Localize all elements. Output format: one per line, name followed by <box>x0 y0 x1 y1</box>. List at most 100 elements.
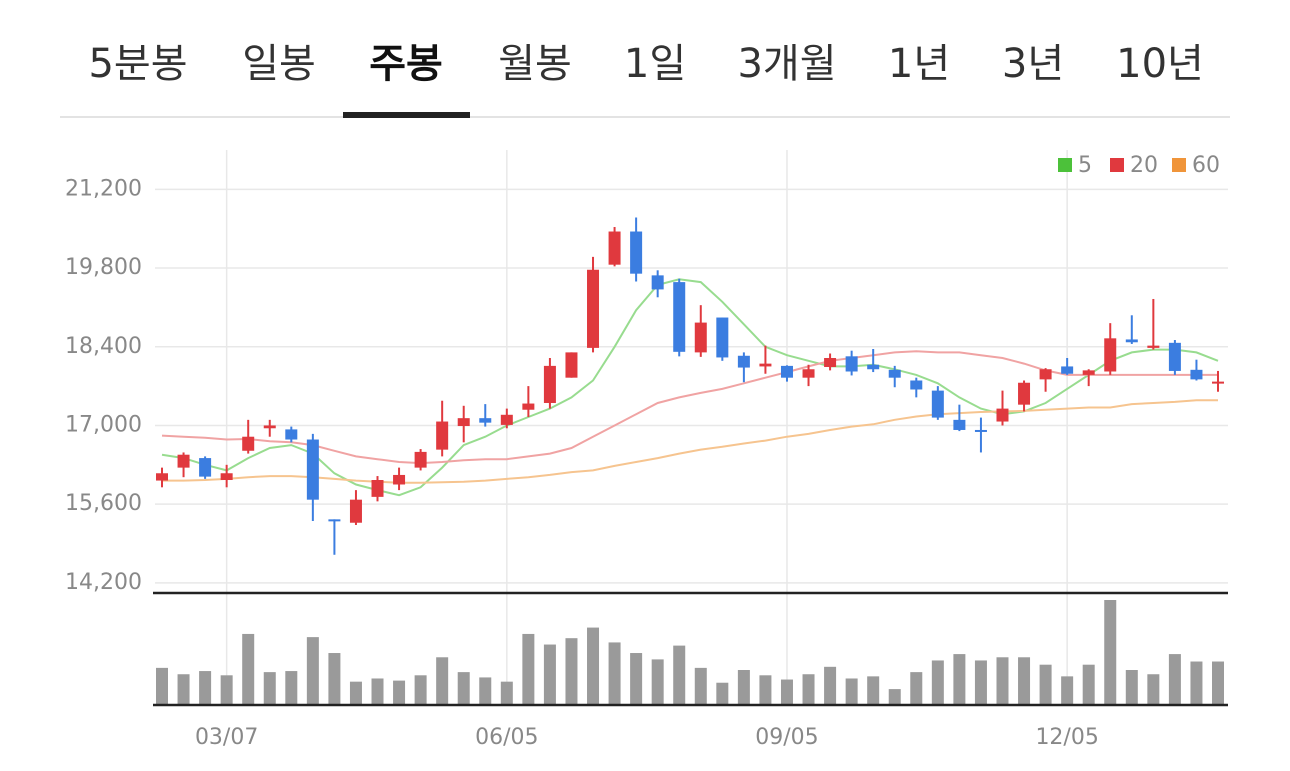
volume-bar <box>587 627 600 705</box>
volume-bar <box>1190 661 1203 705</box>
volume-bar <box>242 633 255 705</box>
candle-body <box>630 231 643 274</box>
volume-bar <box>953 654 966 705</box>
volume-bar <box>888 689 901 705</box>
tab[interactable]: 월봉 <box>498 41 572 87</box>
volume-bar <box>759 675 772 705</box>
x-tick-label: 12/05 <box>1035 725 1098 750</box>
y-tick-label: 18,400 <box>65 334 142 359</box>
volume-bar <box>371 678 384 705</box>
volume-bar <box>328 653 341 705</box>
candle-body <box>996 408 1009 422</box>
volume-bar <box>1125 670 1138 705</box>
candle-body <box>285 429 298 440</box>
volume-bar <box>694 667 707 705</box>
candle-body <box>436 421 449 450</box>
volume-bar <box>1061 676 1074 705</box>
tab[interactable]: 3년 <box>1002 41 1064 87</box>
candle-body <box>199 458 212 477</box>
candle-body <box>716 317 729 358</box>
tab[interactable]: 10년 <box>1116 41 1204 87</box>
candle-body <box>220 473 233 481</box>
volume-bar <box>414 675 427 705</box>
x-tick-label: 03/07 <box>195 725 258 750</box>
legend-label: 20 <box>1130 153 1158 178</box>
candle-body <box>1018 382 1031 405</box>
tab[interactable]: 1일 <box>624 41 686 87</box>
candle-body <box>1190 369 1203 380</box>
volume-bar <box>910 672 923 705</box>
candle-body <box>931 390 944 418</box>
volume-bar <box>156 667 168 705</box>
candle-body <box>177 454 190 468</box>
volume-bar <box>199 671 212 705</box>
candle-body <box>974 429 987 432</box>
volume-bar <box>802 674 815 705</box>
tab[interactable]: 1년 <box>888 41 950 87</box>
volume-bar <box>177 674 190 705</box>
x-tick-label: 06/05 <box>475 725 538 750</box>
volume-bar <box>608 642 621 705</box>
candle-body <box>242 436 255 451</box>
candle-body <box>1104 338 1117 372</box>
candle-body <box>543 365 556 403</box>
legend-swatch <box>1110 158 1124 172</box>
candle-body <box>910 380 923 390</box>
candle-body <box>587 269 600 348</box>
moving-average-line <box>161 350 1218 465</box>
volume-bar <box>522 633 535 705</box>
x-tick-label: 09/05 <box>755 725 818 750</box>
volume-bar <box>543 644 556 705</box>
candle-body <box>156 473 168 481</box>
volume-bar <box>393 680 406 705</box>
volume-bar <box>630 653 643 705</box>
candle-body <box>393 474 406 485</box>
candle-body <box>694 322 707 353</box>
volume-bar <box>1018 657 1031 705</box>
candle-body <box>349 499 362 523</box>
volume-bar <box>479 677 492 705</box>
volume-bar <box>780 679 793 705</box>
tab[interactable]: 5분봉 <box>88 41 187 87</box>
y-tick-label: 15,600 <box>65 491 142 516</box>
candle-body <box>328 519 341 522</box>
moving-average-line <box>162 399 1218 484</box>
tab[interactable]: 일봉 <box>242 41 316 87</box>
tab[interactable]: 주봉 <box>369 41 443 87</box>
candle-body <box>1212 381 1224 384</box>
volume-bar <box>565 638 578 705</box>
volume-bar <box>845 678 858 705</box>
candle-body <box>414 451 427 468</box>
y-tick-label: 17,000 <box>65 412 142 437</box>
candle-body <box>759 363 772 367</box>
candle-body <box>867 364 880 370</box>
volume-bar <box>220 675 233 705</box>
volume-bar <box>1082 664 1095 705</box>
volume-bar <box>1039 664 1052 705</box>
candle-body <box>608 231 621 265</box>
candle-body <box>457 418 470 427</box>
volume-bar <box>285 671 298 705</box>
candle-body <box>780 365 793 378</box>
y-tick-label: 14,200 <box>65 570 142 595</box>
legend-swatch <box>1058 158 1072 172</box>
candle-body <box>673 282 686 352</box>
candle-body <box>1061 366 1074 374</box>
candle-body <box>737 355 750 368</box>
active-tab-underline <box>343 112 470 118</box>
candle-body <box>802 369 815 378</box>
volume-bar <box>1212 661 1224 705</box>
candle-body <box>1168 342 1181 371</box>
volume-bar <box>263 672 276 705</box>
volume-bar <box>1104 600 1117 705</box>
candle-body <box>953 419 966 430</box>
candle-body <box>1039 369 1052 380</box>
volume-bar <box>436 657 449 705</box>
candle-body <box>263 425 276 429</box>
volume-bar <box>500 681 513 705</box>
candle-body <box>565 352 578 378</box>
tab[interactable]: 3개월 <box>737 41 836 87</box>
candle-body <box>500 414 513 425</box>
legend-label: 60 <box>1192 153 1220 178</box>
volume-bar <box>673 645 686 705</box>
